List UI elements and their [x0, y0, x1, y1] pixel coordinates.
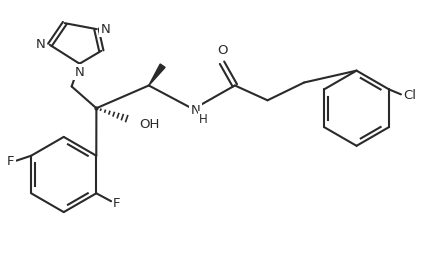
Text: F: F — [113, 197, 121, 210]
Text: Cl: Cl — [403, 89, 416, 102]
Polygon shape — [149, 64, 165, 85]
Text: F: F — [7, 155, 14, 168]
Text: N: N — [75, 66, 84, 79]
Text: N: N — [190, 104, 200, 117]
Text: OH: OH — [139, 118, 159, 131]
Text: O: O — [217, 44, 227, 57]
Text: H: H — [199, 112, 207, 126]
Text: N: N — [100, 23, 110, 36]
Text: N: N — [36, 38, 46, 51]
